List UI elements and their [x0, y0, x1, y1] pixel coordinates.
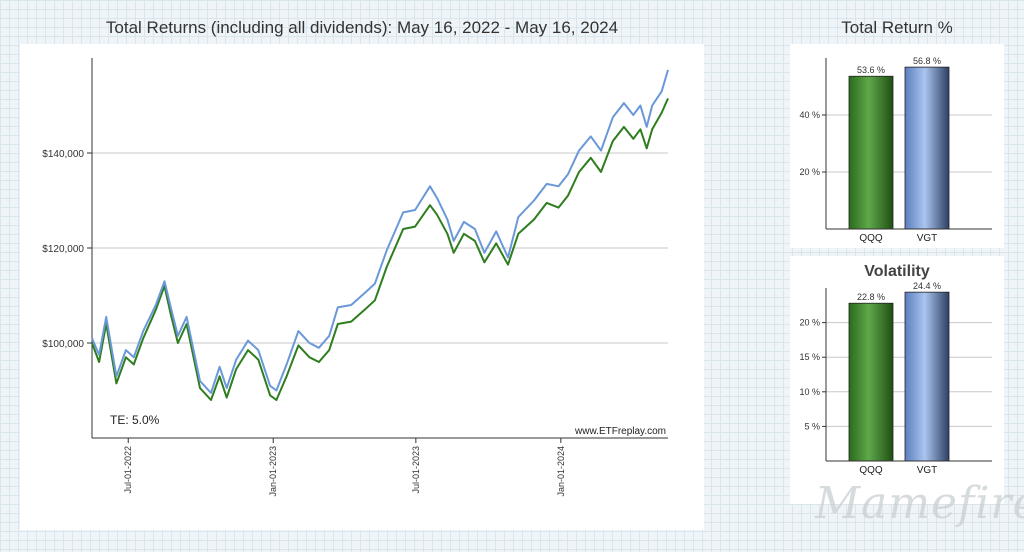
volatility-y-tick-label: 10 %	[799, 387, 820, 397]
volatility-y-tick-label: 20 %	[799, 318, 820, 328]
volatility-bar-qqq	[848, 302, 894, 462]
volatility-bar-vgt	[904, 291, 950, 462]
total-returns-panel	[20, 44, 704, 530]
y-tick-label: $100,000	[42, 339, 84, 350]
volatility-category-label: QQQ	[859, 465, 883, 476]
series-line-blue	[91, 69, 669, 394]
x-tick-label: Jan-01-2024	[556, 446, 566, 497]
volatility-category-label: VGT	[917, 465, 938, 476]
volatility-y-tick-label: 15 %	[799, 352, 820, 362]
return-bar-qqq	[848, 75, 894, 230]
return-y-tick-label: 40 %	[799, 110, 820, 120]
return-value-label: 53.6 %	[857, 65, 885, 75]
x-tick-label: Jan-01-2023	[268, 446, 278, 497]
volatility-value-label: 22.8 %	[857, 292, 885, 302]
x-tick-label: Jul-01-2022	[123, 446, 133, 494]
return-y-tick-label: 20 %	[799, 167, 820, 177]
return-value-label: 56.8 %	[913, 56, 941, 66]
tracking-error-label: TE: 5.0%	[110, 413, 160, 427]
x-tick-label: Jul-01-2023	[411, 446, 421, 494]
volatility-y-tick-label: 5 %	[804, 421, 820, 431]
series-line-green	[91, 97, 669, 401]
source-label: www.ETFreplay.com	[574, 426, 666, 437]
volatility-chart-title: Volatility	[864, 263, 930, 280]
y-tick-label: $120,000	[42, 244, 84, 255]
volatility-value-label: 24.4 %	[913, 281, 941, 291]
return-category-label: VGT	[917, 233, 938, 244]
line-chart-title: Total Returns (including all dividends):…	[105, 18, 619, 37]
return-bar-vgt	[904, 66, 950, 230]
return-category-label: QQQ	[859, 233, 883, 244]
return-chart-title: Total Return %	[841, 18, 953, 37]
watermark-signature: Mamefire	[815, 478, 1024, 529]
y-tick-label: $140,000	[42, 149, 84, 160]
